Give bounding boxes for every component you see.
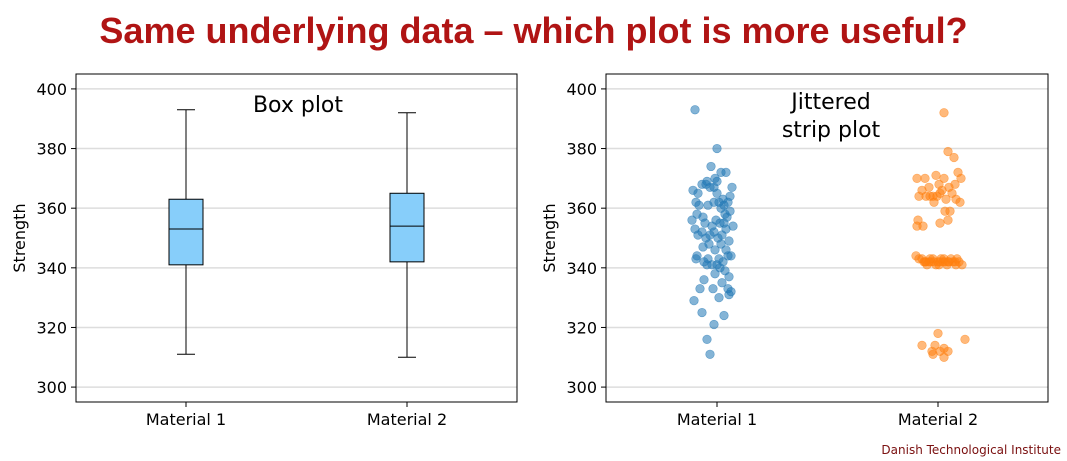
- data-point: [724, 236, 734, 246]
- data-point: [717, 278, 727, 288]
- data-point: [699, 275, 709, 285]
- data-point: [949, 152, 959, 163]
- data-point: [956, 173, 966, 183]
- data-point: [712, 143, 722, 154]
- y-tick-label: 400: [566, 80, 597, 99]
- y-tick-label: 360: [566, 199, 597, 218]
- data-point: [714, 293, 724, 303]
- plot-frame: [605, 73, 1049, 403]
- data-point: [710, 245, 720, 255]
- data-point: [703, 200, 713, 210]
- x-tick-label: Material 1: [677, 410, 757, 429]
- data-point: [928, 349, 938, 359]
- data-point: [693, 188, 703, 198]
- data-point: [726, 251, 736, 261]
- plot-frame: [75, 73, 518, 403]
- data-point: [929, 197, 939, 207]
- data-point: [724, 290, 734, 300]
- data-point: [709, 319, 719, 330]
- box-2: [389, 112, 425, 358]
- data-point: [943, 146, 953, 157]
- box-iqr: [168, 198, 204, 266]
- data-point: [724, 272, 734, 282]
- y-tick-label: 300: [36, 378, 67, 397]
- data-point: [698, 242, 708, 252]
- y-tick-label: 340: [566, 259, 597, 278]
- y-tick-label: 300: [566, 378, 597, 397]
- box-plot-chart: 300 320 340 360 380 400 Material 1 Material 2 St…: [10, 73, 518, 429]
- y-axis-label: Strength: [540, 203, 559, 272]
- chart-title: Box plot: [253, 93, 343, 118]
- data-point: [695, 284, 705, 294]
- data-point: [918, 221, 928, 231]
- data-point: [719, 310, 729, 321]
- data-point: [689, 296, 699, 306]
- y-tick-label: 380: [36, 140, 67, 159]
- data-point: [690, 105, 700, 115]
- chart-title-line: Jittered: [789, 90, 870, 115]
- y-tick-label: 320: [566, 318, 597, 337]
- y-tick-label: 360: [36, 199, 67, 218]
- data-point: [727, 182, 737, 192]
- y-tick-label: 320: [36, 318, 67, 337]
- data-point: [921, 191, 931, 201]
- y-tick-label: 380: [566, 140, 597, 159]
- y-tick-label: 340: [36, 259, 67, 278]
- data-point: [710, 269, 720, 279]
- data-point: [708, 284, 718, 294]
- chart-title-line: strip plot: [782, 118, 881, 143]
- data-point: [939, 352, 949, 362]
- data-point: [702, 334, 712, 344]
- data-point: [933, 328, 943, 339]
- data-point: [939, 108, 949, 118]
- page-title: Same underlying data – which plot is mor…: [99, 10, 968, 51]
- data-point: [705, 349, 715, 359]
- data-point: [917, 340, 927, 350]
- data-point: [935, 218, 945, 228]
- data-point: [940, 206, 950, 216]
- credit-text: Danish Technological Institute: [881, 443, 1061, 457]
- data-point: [706, 161, 716, 172]
- data-point: [943, 215, 953, 225]
- data-point: [687, 215, 697, 225]
- data-point: [721, 167, 731, 177]
- data-point: [712, 188, 722, 198]
- data-point: [941, 194, 951, 204]
- x-tick-label: Material 2: [898, 410, 978, 429]
- data-point: [920, 173, 930, 183]
- box-iqr: [389, 192, 425, 263]
- data-point: [934, 260, 944, 270]
- strip-plot-chart: 300 320 340 360 380 400 Material 1 Material 2 St…: [540, 73, 1049, 429]
- data-point: [691, 254, 701, 264]
- x-tick-label: Material 1: [146, 410, 226, 429]
- box-1: [168, 109, 204, 355]
- x-tick-label: Material 2: [367, 410, 447, 429]
- data-point: [960, 334, 970, 344]
- data-point: [939, 173, 949, 183]
- data-point: [694, 200, 704, 210]
- y-axis-label: Strength: [10, 203, 29, 272]
- data-point: [943, 257, 953, 267]
- series-2: [911, 108, 970, 362]
- chart-title-line: Box plot: [253, 93, 343, 118]
- data-point: [702, 260, 712, 270]
- data-point: [931, 170, 941, 180]
- data-point: [697, 307, 707, 318]
- data-point: [920, 257, 930, 267]
- series-1: [687, 105, 738, 359]
- data-point: [955, 197, 965, 207]
- y-tick-label: 400: [36, 80, 67, 99]
- data-point: [912, 173, 922, 183]
- data-point: [951, 260, 961, 270]
- chart-title: Jittered strip plot: [782, 90, 881, 143]
- data-point: [693, 230, 703, 240]
- data-point: [716, 239, 726, 249]
